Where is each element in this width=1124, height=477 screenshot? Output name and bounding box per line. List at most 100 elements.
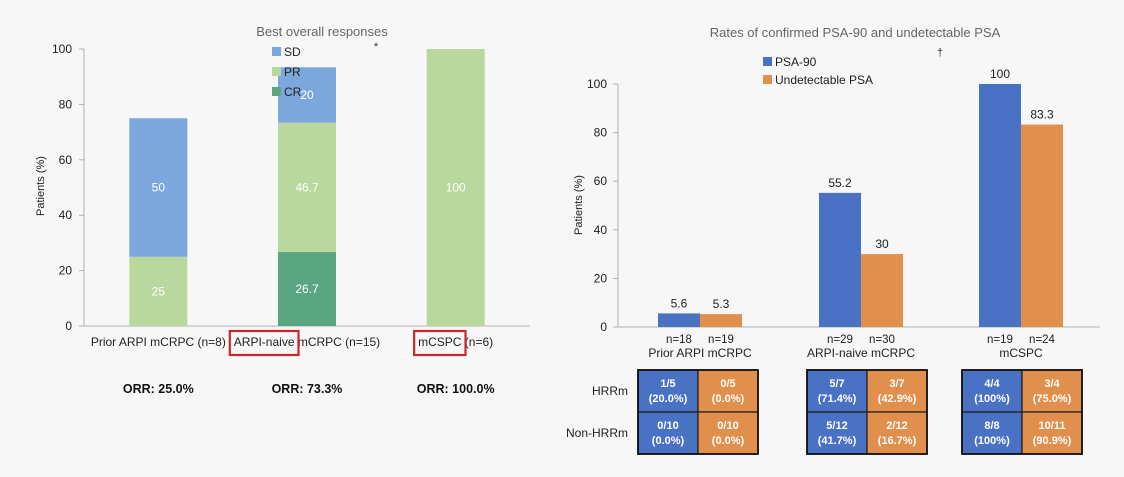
bar-value-label: 26.7 [295, 282, 319, 296]
table-cell [637, 369, 699, 413]
bar-value-label: 100 [446, 181, 466, 195]
bar-psa90-3 [979, 84, 1021, 327]
right-y-tick-label: 80 [594, 126, 608, 140]
legend-label-pr: PR [284, 65, 301, 79]
left-y-tick-label: 0 [65, 319, 72, 333]
table-cell [1021, 411, 1083, 455]
right-category-label: Prior ARPI mCRPC [648, 346, 752, 360]
legend-label-undetectable: Undetectable PSA [775, 73, 873, 87]
left-chart-title: Best overall responses [256, 24, 388, 39]
n-label: n=18 [666, 334, 692, 346]
table-cell [866, 411, 928, 455]
table-cell-count: 0/10 [657, 420, 678, 432]
table-cell [806, 369, 868, 413]
table-cell [961, 369, 1023, 413]
table-cell-count: 0/10 [717, 420, 738, 432]
table-cell-percent: (100%) [974, 435, 1010, 447]
table-cell-count: 5/12 [826, 420, 847, 432]
bar-value-label: 55.2 [828, 176, 852, 190]
table-cell [961, 411, 1023, 455]
legend-swatch-psa90 [763, 57, 772, 66]
orr-label: ORR: 25.0% [123, 382, 194, 396]
highlight-box [228, 329, 300, 357]
table-cell-count: 5/7 [829, 378, 844, 390]
bar-pr-2 [278, 122, 336, 253]
table-cell-count: 1/5 [660, 378, 675, 390]
table-cell-percent: (0.0%) [712, 435, 745, 447]
table-cell-percent: (20.0%) [649, 393, 688, 405]
table-cell [1021, 369, 1083, 413]
table-cell-percent: (71.4%) [818, 393, 857, 405]
table-cell [806, 411, 868, 455]
n-label: n=19 [708, 334, 734, 346]
bar-undetectable-1 [700, 314, 742, 327]
bar-sd-1 [129, 118, 188, 257]
bar-undetectable-3 [1021, 124, 1063, 328]
table-group-border [637, 369, 759, 455]
right-chart-title: Rates of confirmed PSA-90 and undetectab… [710, 25, 1001, 40]
left-category-label: ARPI-naive mCRPC (n=15) [234, 335, 380, 349]
table-cell [697, 411, 759, 455]
bar-value-label: 46.7 [295, 180, 319, 194]
bar-cr-2 [278, 252, 336, 326]
bar-psa90-2 [819, 192, 861, 327]
best-overall-responses-chart: Best overall responses * Patients (%) 0 2… [35, 24, 530, 396]
table-cell [697, 369, 759, 413]
bar-value-label: 83.3 [1030, 108, 1054, 122]
legend-swatch-cr [272, 87, 281, 96]
legend-swatch-pr [272, 67, 281, 76]
left-y-tick-label: 40 [59, 208, 73, 222]
orr-label: ORR: 100.0% [417, 382, 495, 396]
left-y-tick-label: 20 [59, 264, 73, 278]
n-label: n=24 [1029, 334, 1056, 346]
psa-response-chart: Rates of confirmed PSA-90 and undetectab… [566, 25, 1100, 455]
left-y-tick-label: 60 [59, 153, 73, 167]
table-row-label: Non-HRRm [566, 426, 628, 440]
bar-sd-2 [278, 67, 336, 123]
right-category-label: ARPI-naive mCRPC [807, 346, 915, 360]
table-cell-count: 8/8 [984, 420, 999, 432]
table-cell-count: 3/7 [889, 378, 904, 390]
bar-value-label: 25 [152, 284, 166, 298]
table-cell-percent: (100%) [974, 393, 1010, 405]
bar-undetectable-2 [861, 254, 903, 327]
legend-label-cr: CR [284, 85, 302, 99]
table-cell [637, 411, 699, 455]
legend-swatch-undetectable [763, 75, 772, 84]
left-y-axis-label: Patients (%) [35, 156, 47, 216]
right-category-label: mCSPC [999, 346, 1043, 360]
left-category-label: mCSPC (n=6) [418, 335, 493, 349]
table-cell-percent: (75.0%) [1033, 393, 1072, 405]
bar-value-label: 5.3 [713, 297, 730, 311]
table-cell-percent: (0.0%) [712, 393, 745, 405]
table-group-border [961, 369, 1083, 455]
bar-value-label: 20 [300, 88, 314, 102]
right-y-tick-label: 40 [594, 223, 608, 237]
table-cell-count: 3/4 [1044, 378, 1060, 390]
right-chart-title-mark: † [937, 47, 943, 59]
table-cell-percent: (0.0%) [652, 435, 685, 447]
table-cell-count: 0/5 [720, 378, 735, 390]
table-cell-percent: (16.7%) [878, 435, 917, 447]
right-y-tick-label: 60 [594, 174, 608, 188]
orr-label: ORR: 73.3% [272, 382, 343, 396]
table-cell-count: 10/11 [1039, 420, 1066, 432]
table-cell-count: 2/12 [886, 420, 907, 432]
legend-label-psa90: PSA-90 [775, 55, 817, 69]
table-cell-count: 4/4 [984, 378, 1000, 390]
bar-value-label: 5.6 [671, 296, 688, 310]
right-y-tick-label: 0 [600, 320, 607, 334]
bar-psa90-1 [658, 313, 700, 327]
legend-swatch-sd [272, 47, 281, 56]
highlight-box [413, 329, 467, 357]
left-chart-title-mark: * [374, 41, 379, 53]
right-y-axis-label: Patients (%) [573, 175, 585, 235]
table-row-label: HRRm [592, 384, 628, 398]
left-y-tick-label: 80 [59, 97, 73, 111]
table-cell-percent: (41.7%) [818, 435, 857, 447]
table-cell-percent: (90.9%) [1033, 435, 1072, 447]
n-label: n=29 [827, 334, 853, 346]
right-y-tick-label: 20 [594, 271, 608, 285]
legend-label-sd: SD [284, 45, 301, 59]
